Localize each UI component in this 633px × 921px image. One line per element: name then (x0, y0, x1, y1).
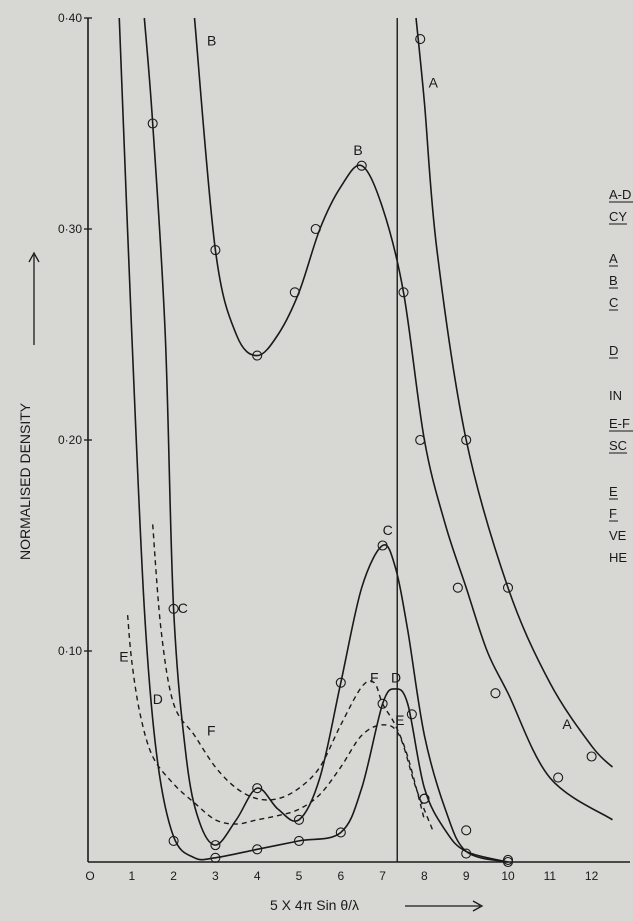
series-d-point (168, 835, 179, 846)
legend-entry: F (609, 506, 617, 521)
series-d-point (293, 835, 305, 846)
series-b-point (210, 245, 221, 256)
x-tick-label: 11 (544, 869, 557, 883)
curve-label-b: B (207, 32, 216, 48)
y-tick-label: 0·40 (58, 11, 82, 25)
curve-label-c: C (178, 600, 188, 616)
series-c-curve (143, 17, 509, 863)
series-a-point (461, 434, 472, 446)
curve-label-d: D (153, 691, 163, 707)
series-c-point (168, 603, 179, 614)
legend-entry: SC (609, 438, 627, 453)
series-b-point (490, 688, 501, 699)
series-a-point (415, 34, 426, 45)
series-d-curve (118, 17, 509, 863)
x-axis-label: 5 X 4π Sin θ/λ (270, 897, 359, 913)
x-tick-label: 1 (128, 869, 135, 883)
series-c-point (210, 840, 221, 851)
series-a-point (502, 582, 514, 593)
legend-entry: B (609, 273, 618, 288)
x-axis-arrowhead (472, 900, 484, 912)
curve-label-b: B (353, 142, 362, 158)
series-c-point (335, 677, 346, 688)
series-b-point (310, 223, 321, 235)
series-c-point (293, 814, 305, 825)
x-tick-label: 10 (501, 869, 515, 883)
y-axis-label: NORMALISED DENSITY (17, 402, 33, 560)
legend-entry: A-D (609, 187, 631, 202)
series-b-point (289, 287, 300, 298)
curve-label-e: E (395, 712, 404, 728)
series-d-point (377, 698, 388, 709)
data-points-group (147, 34, 597, 868)
series-b-point (452, 582, 463, 593)
curve-label-a: A (562, 716, 572, 732)
series-d-point (461, 825, 472, 836)
x-tick-label: 3 (212, 869, 219, 883)
curve-label-a: A (429, 75, 439, 91)
series-d-point (502, 856, 514, 868)
series-c-point (252, 783, 263, 794)
y-tick-label: 0·30 (58, 222, 82, 236)
x-tick-label: 5 (296, 869, 303, 883)
y-tick-label: 0·20 (58, 433, 82, 447)
legend-entry: CY (609, 209, 627, 224)
legend-entry: D (609, 343, 618, 358)
series-c-point (147, 118, 158, 129)
series-e-curve (126, 615, 434, 831)
curve-label-f: F (370, 670, 379, 686)
x-ticks: O 1 2 3 4 5 6 7 8 9 10 11 12 (85, 869, 598, 883)
series-d-point (252, 844, 263, 855)
legend-entry: IN (609, 388, 622, 403)
x-tick-label: 6 (337, 869, 344, 883)
curve-label-e: E (119, 649, 128, 665)
series-b-point (553, 772, 564, 783)
series-b-point (415, 434, 426, 446)
x-tick-label: 9 (463, 869, 470, 883)
x-tick-label: O (85, 869, 94, 883)
series-d-point (406, 709, 417, 720)
curve-label-c: C (383, 522, 393, 538)
x-tick-label: 8 (421, 869, 428, 883)
legend-entry: HE (609, 550, 627, 565)
legend-entry: C (609, 295, 618, 310)
legend-entry: E (609, 484, 618, 499)
series-a-point (586, 751, 597, 762)
series-b-point (252, 350, 263, 361)
legend: A-D CY ABC D IN E-F SC EF VE HE (609, 187, 633, 565)
series-a-curve (415, 17, 614, 768)
curve-label-d: D (391, 670, 401, 686)
legend-entry: VE (609, 528, 627, 543)
series-d-point (210, 852, 221, 863)
series-d-point (419, 793, 430, 804)
series-c-point (461, 848, 472, 859)
x-tick-label: 2 (170, 869, 177, 883)
x-tick-label: 12 (585, 869, 599, 883)
y-ticks: 0·40 0·30 0·20 0·10 (58, 11, 92, 658)
legend-entry: A (609, 251, 618, 266)
series-d-point (335, 827, 346, 838)
series-group (118, 17, 614, 863)
series-b-point (398, 287, 409, 298)
series-f-curve (152, 524, 426, 820)
series-c-point (377, 540, 388, 551)
y-axis-arrowhead (28, 251, 40, 263)
legend-entry: E-F (609, 416, 630, 431)
series-b-point (356, 160, 367, 171)
x-tick-label: 4 (254, 869, 261, 883)
x-tick-label: 7 (379, 869, 386, 883)
curve-label-f: F (207, 722, 216, 738)
series-b-curve (193, 17, 613, 821)
y-tick-label: 0·10 (58, 644, 82, 658)
series-c-point (502, 854, 514, 865)
